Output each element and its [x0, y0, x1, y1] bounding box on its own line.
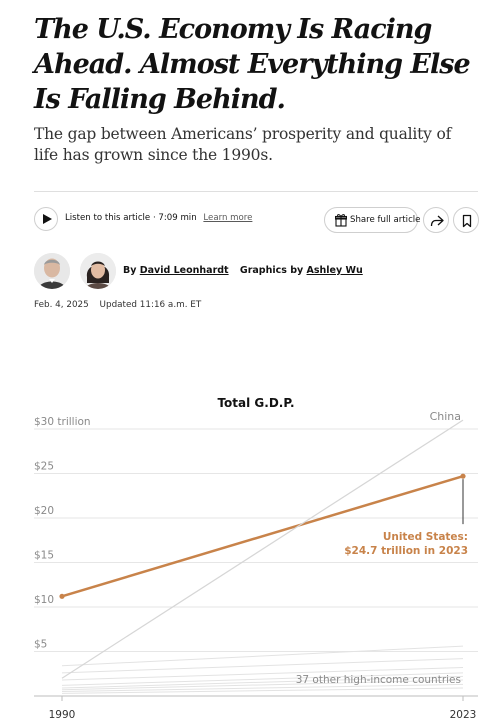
by-prefix: By [123, 265, 137, 276]
graphics-author-avatar [80, 253, 116, 289]
share-button[interactable] [423, 207, 449, 233]
other-countries-lines [61, 645, 464, 694]
other-country-line [61, 672, 464, 686]
play-button[interactable] [34, 207, 58, 231]
china-label: China [430, 410, 461, 423]
other-country-line [61, 679, 464, 691]
y-tick-label: $15 [34, 550, 54, 562]
listen-bar: Listen to this article · 7:09 min Learn … [65, 213, 252, 223]
dek: The gap between Americans’ prosperity an… [34, 125, 452, 164]
y-tick-label: $20 [34, 505, 54, 517]
headline: The U.S. Economy Is Racing Ahead. Almost… [34, 14, 471, 115]
listen-label: Listen to this article · 7:09 min [65, 213, 197, 223]
y-tick-label: $30 trillion [34, 416, 91, 428]
author-avatar [34, 253, 70, 289]
updated-time: Updated 11:16 a.m. ET [99, 300, 202, 310]
other-country-line [61, 675, 464, 689]
other-countries-label: 37 other high-income countries [296, 674, 461, 686]
other-country-line [61, 645, 464, 667]
learn-more-link[interactable]: Learn more [203, 213, 253, 223]
y-gridlines [34, 428, 478, 697]
us-annotation-line: $24.7 trillion in 2023 [344, 545, 468, 557]
gift-icon [335, 214, 347, 227]
share-full-article-button[interactable]: Share full article [324, 207, 421, 233]
publish-date: Feb. 4, 2025 [34, 300, 89, 310]
graphics-prefix: Graphics by [239, 265, 304, 276]
x-tick-labels: 1990 2023 [49, 696, 477, 720]
us-line [60, 474, 465, 598]
main-series [59, 419, 466, 679]
us-point-1990 [59, 593, 65, 599]
x-tick-label: 2023 [450, 709, 477, 720]
chart-title: Total G.D.P. [217, 396, 294, 410]
other-country-line [61, 683, 464, 693]
y-tick-labels: $5 $10 $15 $20 $25 $30 trillion [34, 416, 91, 651]
gdp-chart: Total G.D.P. $5$10$15$20$25$30 trillion … [34, 396, 478, 720]
x-tick-label: 1990 [49, 709, 76, 720]
y-tick-label: $10 [34, 594, 54, 606]
series-labels: United States: $24.7 trillion in 2023 Chin… [296, 410, 468, 686]
other-country-line [61, 658, 464, 674]
bookmark-icon [462, 214, 472, 228]
us-annotation-line: United States: [383, 531, 468, 543]
share-arrow-icon [430, 215, 444, 227]
byline: By David Leonhardt Graphics by Ashley Wu [123, 265, 363, 276]
y-tick-label: $25 [34, 461, 54, 473]
other-country-line [61, 687, 464, 694]
y-tick-label: $5 [34, 639, 47, 651]
china-line [61, 419, 464, 679]
us-point-2023 [460, 473, 466, 479]
graphics-author-link[interactable]: Ashley Wu [306, 265, 363, 276]
other-country-line [61, 667, 464, 681]
dateline: Feb. 4, 2025 Updated 11:16 a.m. ET [34, 300, 201, 310]
share-label: Share full article [350, 215, 421, 225]
divider [34, 191, 478, 192]
play-icon [43, 214, 52, 224]
author-link[interactable]: David Leonhardt [139, 265, 229, 276]
bookmark-button[interactable] [453, 207, 479, 233]
